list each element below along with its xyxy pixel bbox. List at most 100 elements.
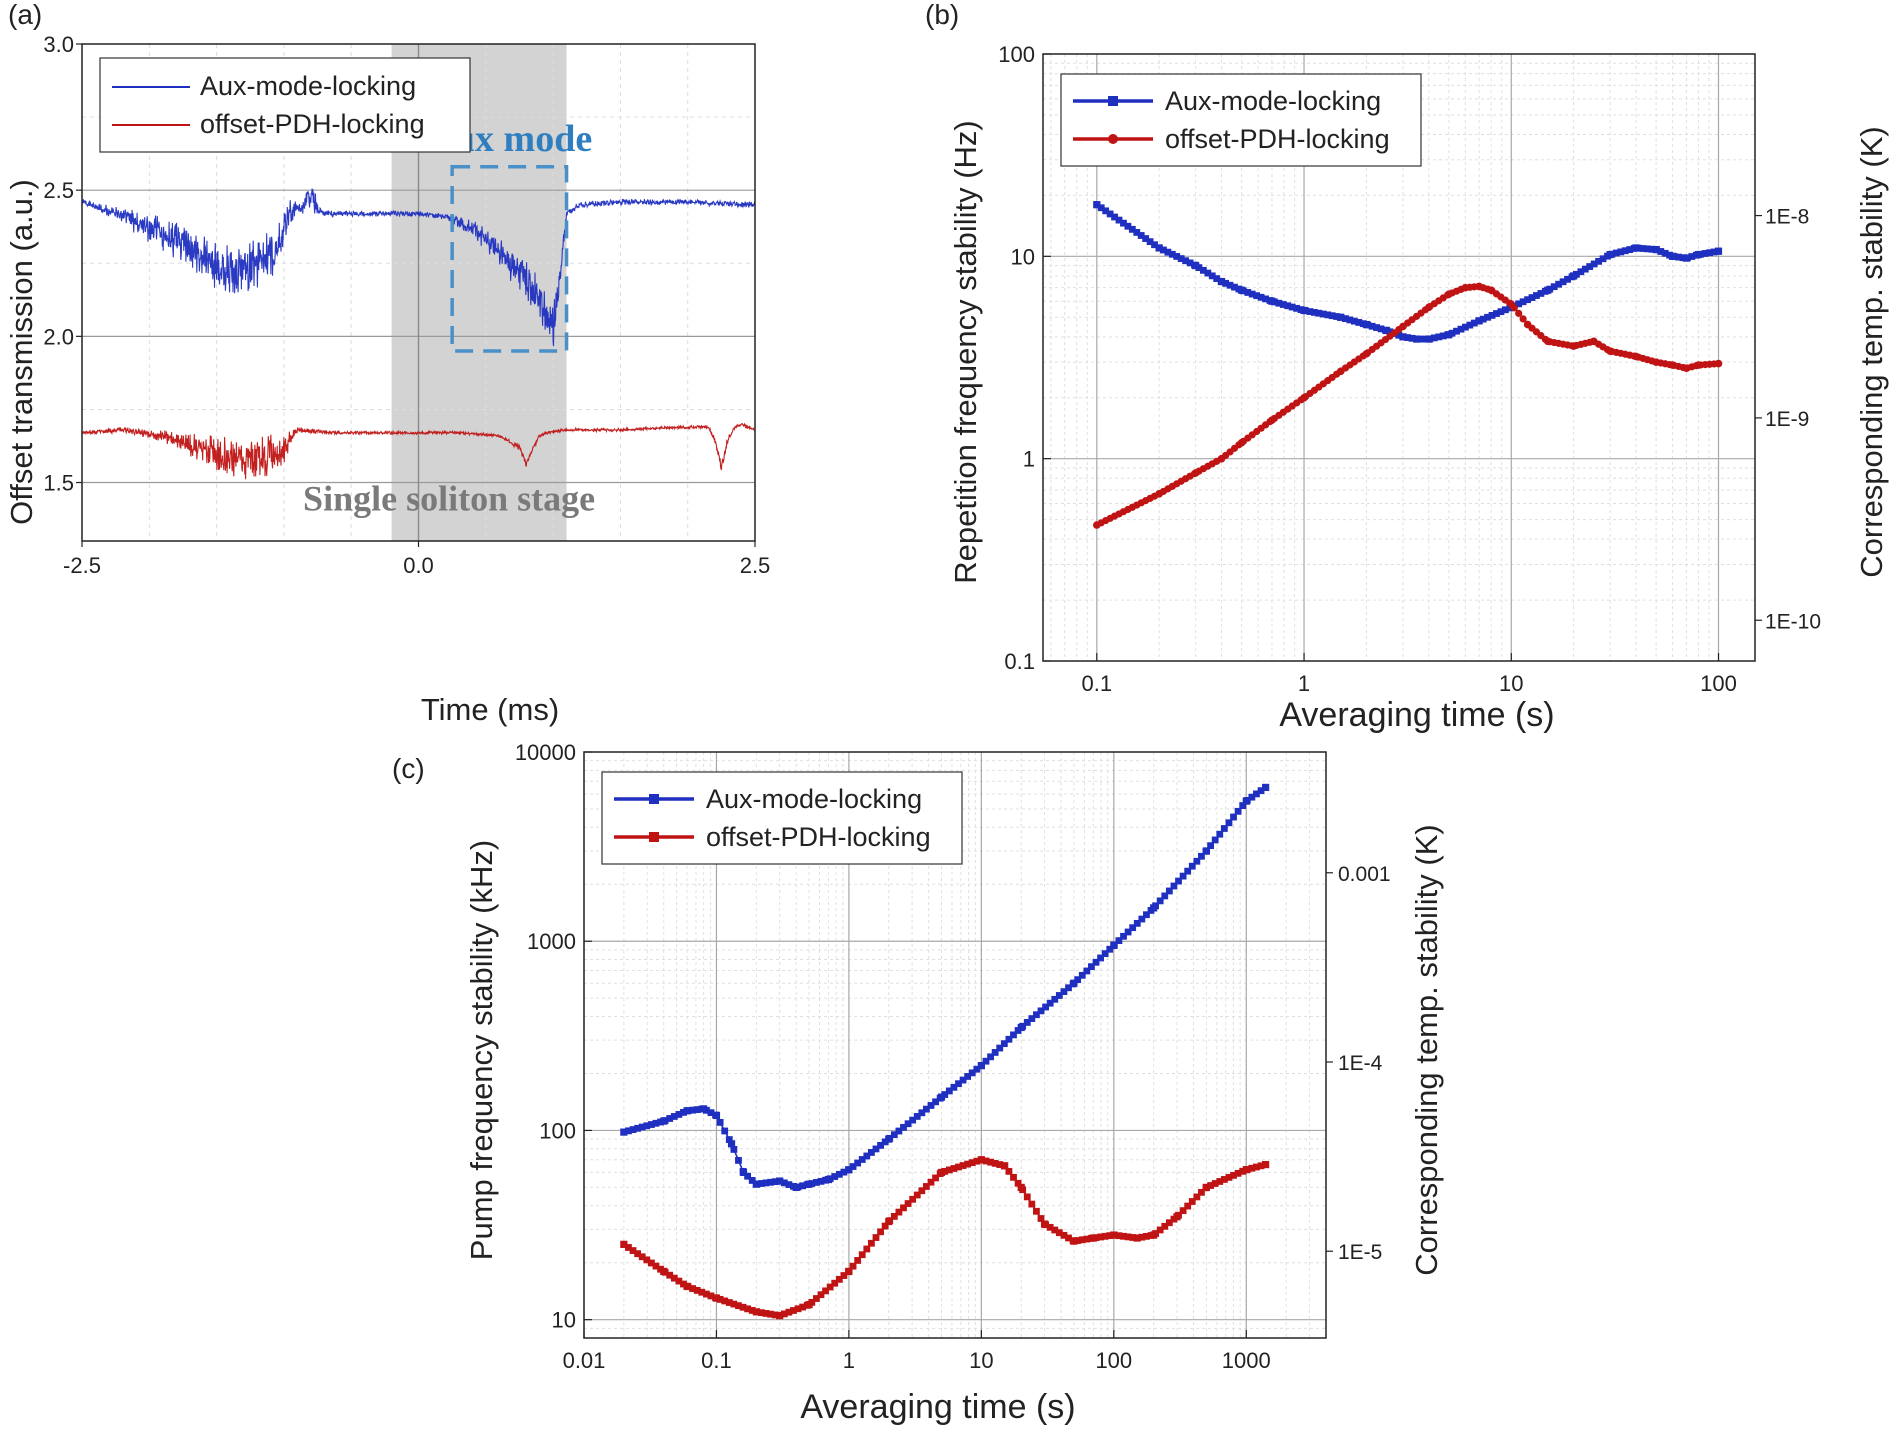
y-tick-label: 100 [539,1118,576,1143]
data-point [716,1118,724,1126]
data-point [790,1307,797,1314]
data-point [638,1123,646,1131]
data-point [767,1310,774,1318]
y-tick-label: 1000 [527,929,576,954]
data-point [1668,252,1677,260]
data-point [913,1113,921,1120]
data-point [1037,1215,1045,1222]
data-point [647,1121,655,1128]
data-point [973,1157,981,1165]
data-point [1488,312,1496,319]
data-point [652,1262,660,1270]
data-point [1179,1207,1187,1215]
data-point [1170,882,1178,890]
data-point [1648,245,1656,253]
data-point [1234,807,1242,815]
data-point [1070,1237,1078,1245]
data-point [1216,830,1224,838]
series-markers [1093,282,1723,529]
data-point [794,1305,802,1313]
data-point [1661,249,1669,257]
data-point [932,1174,939,1182]
data-point [1457,325,1465,333]
data-point [1694,250,1703,259]
data-point [1342,315,1349,323]
data-point [1093,201,1101,209]
data-point [805,1301,813,1309]
data-point [1453,327,1460,335]
data-point [1694,361,1703,369]
data-point [1101,950,1109,958]
data-point [1000,1040,1008,1048]
data-point [1515,300,1523,308]
data-point [1211,1180,1219,1187]
data-point [1262,1160,1270,1169]
data-point [1599,255,1607,263]
data-point [689,1106,697,1114]
data-point [955,1163,962,1171]
single-soliton-label: Single soliton stage [303,479,595,519]
data-point [1248,290,1256,298]
data-point [840,1272,848,1279]
data-point [1231,283,1238,291]
data-point [1151,241,1158,249]
data-point [982,1157,990,1165]
data-point [1586,263,1594,270]
data-point [1537,290,1545,297]
data-point [707,1292,715,1300]
data-point [895,1208,903,1216]
data-point [1182,257,1190,265]
data-point [1682,254,1691,262]
data-point [900,1123,907,1131]
data-point [1577,268,1585,276]
data-point [1523,320,1532,329]
data-point [817,1291,825,1299]
x-tick-label: 1000 [1222,1348,1271,1373]
y-right-tick-label: 1E-9 [1765,408,1809,431]
data-point [1242,797,1250,805]
legend-box [99,57,471,153]
data-point [1060,988,1068,996]
data-point [683,1282,691,1290]
data-point [877,1228,884,1236]
data-point [730,1300,738,1308]
data-point [918,1109,926,1117]
data-point [1652,358,1660,366]
data-point [918,1187,926,1195]
data-point [1097,954,1104,962]
data-point [1284,302,1292,310]
data-point [1581,265,1589,273]
data-point [1248,793,1256,801]
data-point [1207,842,1215,850]
panel-c: (c) 0.01 0.1 1 10 100 1000 10 100 1000 10000 1E-5 1… [392,740,1444,1426]
data-point [1435,333,1443,341]
data-point [854,1257,862,1264]
data-point [858,1251,866,1259]
data-point [735,1302,742,1310]
x-tick-label: 100 [1700,671,1737,696]
data-point [1589,337,1598,346]
series-markers [620,1156,1270,1320]
y-tick-label: 10 [1011,244,1035,269]
data-point [1198,852,1205,860]
data-point [1257,1162,1265,1170]
data-point [1595,257,1603,265]
data-point [872,1234,880,1241]
data-point [1142,235,1150,242]
data-point [1515,309,1523,317]
data-point [1074,976,1082,984]
data-point [799,1182,807,1190]
data-point [1555,280,1563,288]
data-point [739,1303,747,1311]
data-point [1413,335,1421,343]
data-point [955,1080,962,1088]
data-point [1207,1182,1215,1189]
data-point [854,1159,862,1167]
data-point [702,1290,710,1298]
data-point [1133,919,1141,927]
data-point [1632,244,1640,252]
data-point [1040,1220,1049,1228]
data-point [805,1180,813,1188]
data-point [792,1183,800,1192]
data-point [1143,911,1150,919]
